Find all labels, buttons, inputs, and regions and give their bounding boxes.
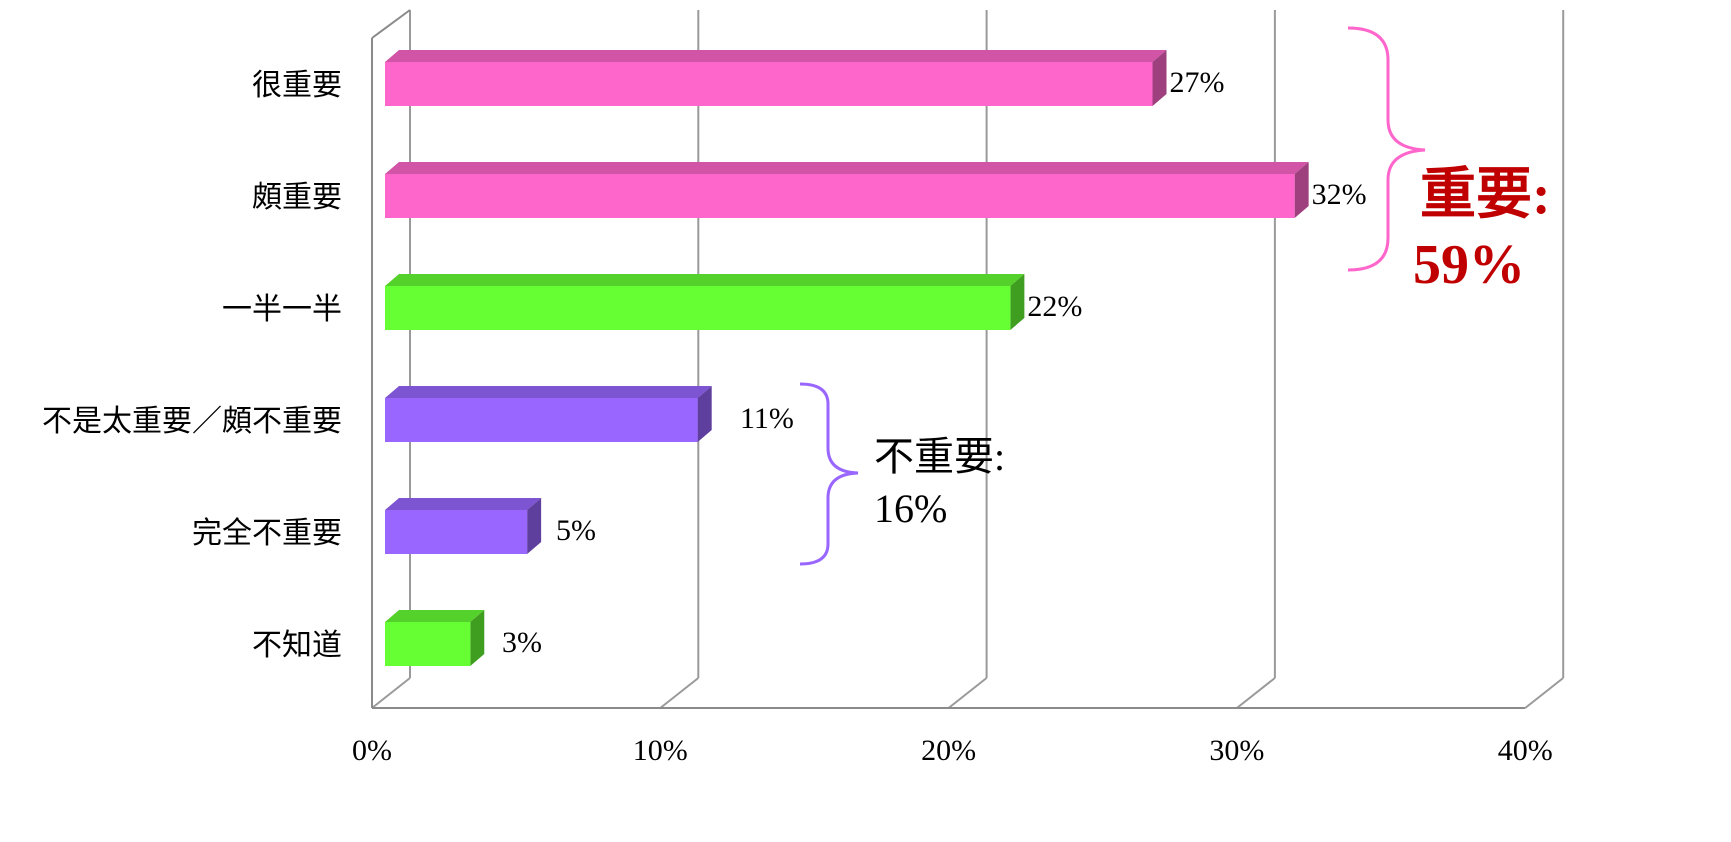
floor-gridline: [1236, 677, 1276, 709]
category-label: 完全不重要: [192, 516, 342, 551]
bar: [385, 398, 698, 442]
floor-gridline: [659, 677, 699, 709]
bar-side: [1152, 50, 1167, 106]
bar-top: [385, 162, 1309, 174]
value-label: 27%: [1170, 66, 1225, 99]
bar-side: [697, 386, 712, 442]
value-label: 11%: [740, 402, 794, 435]
floor-gridline: [1524, 677, 1564, 709]
value-label: 5%: [556, 514, 596, 547]
annotation-important-label: 重要:: [1420, 164, 1551, 226]
bracket-unimportant: [799, 382, 859, 566]
bar-top: [385, 498, 542, 510]
bar: [385, 622, 471, 666]
annotation-unimportant-label: 不重要:: [874, 434, 1005, 479]
x-tick-label: 0%: [352, 734, 392, 767]
value-label: 3%: [502, 626, 542, 659]
category-label: 很重要: [252, 68, 342, 103]
bar: [385, 62, 1153, 106]
category-label: 不知道: [252, 628, 342, 663]
bar: [385, 174, 1295, 218]
bar-side: [1010, 274, 1025, 330]
x-tick-label: 30%: [1209, 734, 1264, 767]
bar-top: [385, 50, 1167, 62]
bar-top: [385, 610, 485, 622]
floor-gridline: [371, 677, 411, 709]
left-wall-top: [371, 9, 411, 39]
x-tick-label: 40%: [1498, 734, 1553, 767]
annotation-important-value: 59%: [1413, 234, 1525, 296]
bar-side: [470, 610, 485, 666]
bar-top: [385, 274, 1025, 286]
annotation-unimportant-value: 16%: [874, 486, 947, 531]
bar: [385, 510, 528, 554]
value-label: 22%: [1027, 290, 1082, 323]
bracket-important: [1347, 26, 1426, 272]
bar: [385, 286, 1011, 330]
x-tick-label: 20%: [921, 734, 976, 767]
floor-gridline: [947, 677, 988, 709]
bar-top: [385, 386, 712, 398]
bar-side: [1294, 162, 1309, 218]
category-label: 不是太重要／頗不重要: [42, 404, 342, 439]
bar-side: [527, 498, 542, 554]
category-label: 一半一半: [222, 292, 342, 327]
value-label: 32%: [1312, 178, 1367, 211]
category-label: 頗重要: [252, 180, 342, 215]
x-tick-label: 10%: [633, 734, 688, 767]
